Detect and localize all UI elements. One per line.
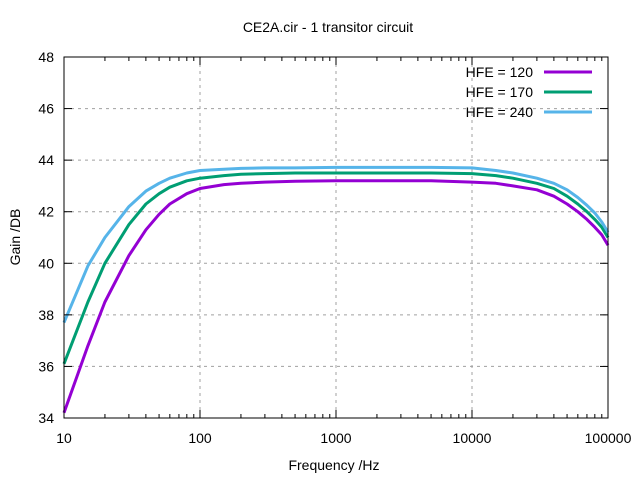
legend-label-1: HFE = 120 [466,64,534,80]
y-tick-label: 46 [38,101,54,117]
x-tick-label: 100 [188,430,212,446]
series-line-3 [62,165,610,324]
x-axis-label: Frequency /Hz [288,457,379,473]
series-layer [62,165,610,414]
legend: HFE = 120 HFE = 170 HFE = 240 [466,64,592,120]
y-tick-label: 48 [38,49,54,65]
legend-label-2: HFE = 170 [466,84,534,100]
x-tick-label: 1000 [320,430,351,446]
y-axis-label: Gain /DB [7,209,23,266]
ticks: 10 100 1000 10000 100000 34 36 38 40 42 44 46 48 [38,49,631,446]
x-tick-label: 10 [56,430,72,446]
legend-label-3: HFE = 240 [466,104,534,120]
series-line-2 [62,171,610,365]
y-tick-label: 34 [38,410,54,426]
y-tick-label: 38 [38,307,54,323]
x-tick-label: 10000 [453,430,492,446]
x-tick-label: 100000 [585,430,632,446]
y-tick-label: 40 [38,255,54,271]
y-tick-label: 42 [38,204,54,220]
series-line-1 [62,179,610,414]
chart-title: CE2A.cir - 1 transitor circuit [243,19,413,35]
y-tick-label: 36 [38,358,54,374]
y-tick-label: 44 [38,152,54,168]
